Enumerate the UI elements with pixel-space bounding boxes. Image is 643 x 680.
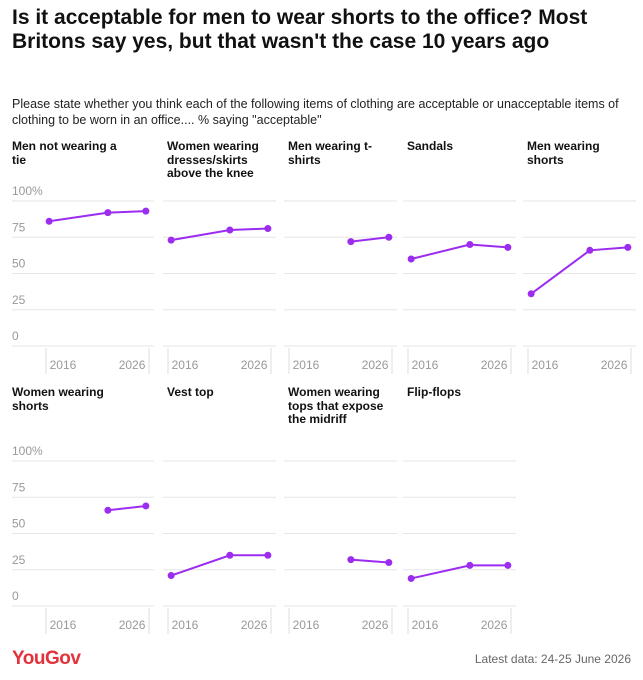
panel-title: Men wearing t-shirts xyxy=(288,139,373,167)
line xyxy=(410,243,508,260)
point xyxy=(142,207,150,215)
source: Latest data: 24-25 June 2026 xyxy=(474,652,631,666)
point xyxy=(226,551,234,559)
point xyxy=(167,572,175,580)
y-tick-label: 0 xyxy=(12,329,19,343)
point xyxy=(142,502,150,510)
x-tick-label: 2026 xyxy=(362,358,389,372)
title: Is it acceptable for men to wear shorts … xyxy=(12,6,588,53)
y-tick-label: 50 xyxy=(12,257,26,271)
point xyxy=(466,241,474,248)
logo: YouGov xyxy=(12,648,81,669)
point xyxy=(527,290,535,298)
panel-title: Women wearing dresses/skirts above the k… xyxy=(167,139,259,180)
point xyxy=(504,561,512,569)
y-tick-label: 75 xyxy=(12,220,26,234)
x-tick-label: 2026 xyxy=(241,358,268,372)
point xyxy=(45,217,53,225)
panel-title: Women wearing shorts xyxy=(12,385,104,413)
point xyxy=(407,255,415,263)
point xyxy=(264,551,272,559)
x-tick-label: 2026 xyxy=(481,618,508,632)
line xyxy=(170,554,268,577)
line xyxy=(350,558,389,564)
y-tick-label: 0 xyxy=(12,589,19,603)
point xyxy=(407,574,415,582)
point xyxy=(347,556,355,564)
x-tick-label: 2016 xyxy=(50,358,77,372)
line xyxy=(48,210,146,223)
y-tick-label: 75 xyxy=(12,480,26,494)
y-tick-label: 100% xyxy=(12,444,43,458)
x-tick-label: 2026 xyxy=(119,618,146,632)
y-tick-label: 25 xyxy=(12,553,26,567)
point xyxy=(226,226,234,234)
x-tick-label: 2016 xyxy=(412,618,439,632)
point xyxy=(347,238,355,246)
point xyxy=(385,559,393,566)
x-tick-label: 2026 xyxy=(119,358,146,372)
x-tick-label: 2016 xyxy=(172,618,199,632)
panel-title: Men wearing shorts xyxy=(527,139,600,167)
point xyxy=(504,243,512,251)
x-tick-label: 2016 xyxy=(532,358,559,372)
point xyxy=(466,561,474,569)
line xyxy=(350,236,389,243)
panel-title: Sandals xyxy=(407,139,454,153)
y-tick-label: 50 xyxy=(12,517,26,531)
point xyxy=(104,209,112,217)
y-tick-label: 25 xyxy=(12,293,26,307)
panel-title: Women wearing tops that expose the midri… xyxy=(288,385,384,426)
line xyxy=(170,227,268,242)
x-tick-label: 2016 xyxy=(172,358,199,372)
x-tick-label: 2026 xyxy=(481,358,508,372)
x-tick-label: 2016 xyxy=(50,618,77,632)
point xyxy=(264,225,272,233)
x-tick-label: 2016 xyxy=(293,358,320,372)
x-tick-label: 2026 xyxy=(362,618,389,632)
panel-title: Flip-flops xyxy=(407,385,461,399)
line xyxy=(107,504,146,512)
subtitle: Please state whether you think each of t… xyxy=(12,97,619,127)
point xyxy=(385,233,393,241)
point xyxy=(104,506,112,514)
panel-title: Vest top xyxy=(167,385,214,399)
x-tick-label: 2016 xyxy=(293,618,320,632)
x-tick-label: 2026 xyxy=(601,358,628,372)
x-tick-label: 2016 xyxy=(412,358,439,372)
point xyxy=(167,236,175,244)
x-tick-label: 2026 xyxy=(241,618,268,632)
line xyxy=(530,246,628,295)
point xyxy=(624,243,632,251)
y-tick-label: 100% xyxy=(12,184,43,198)
panel-title: Men not wearing a tie xyxy=(12,139,117,167)
line xyxy=(410,564,508,580)
point xyxy=(586,246,594,254)
